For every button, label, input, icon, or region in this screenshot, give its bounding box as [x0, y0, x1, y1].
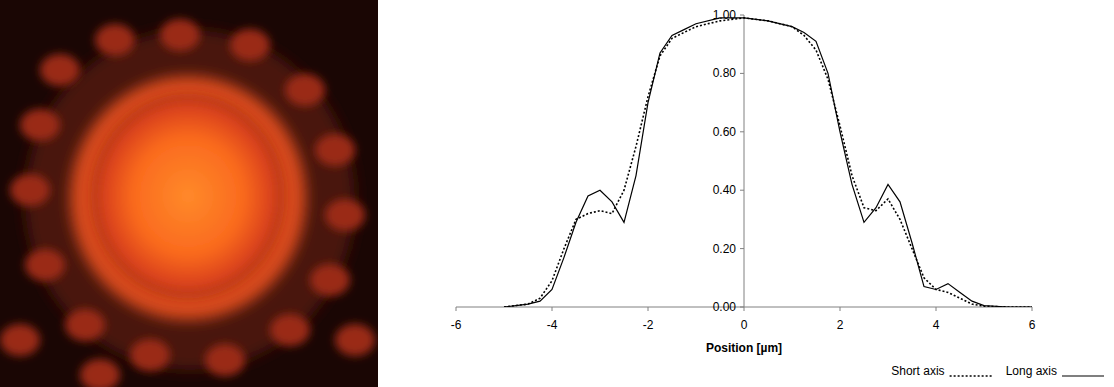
y-tick [740, 248, 744, 249]
lobe [205, 344, 245, 376]
lobe [65, 309, 105, 341]
y-tick [740, 131, 744, 132]
x-axis-title: Position [µm] [706, 341, 782, 355]
x-tick [648, 307, 649, 311]
x-tick-label: -6 [451, 318, 462, 332]
x-tick-label: 6 [1029, 318, 1036, 332]
figure: -6-4-202460.000.200.400.600.801.00Positi… [0, 0, 1114, 387]
lobe [0, 324, 40, 356]
spot-edge [70, 76, 306, 320]
lobe [230, 29, 270, 61]
legend: Short axis Long axis [891, 364, 1104, 378]
y-axis-line [744, 15, 745, 307]
x-tick [744, 307, 745, 311]
lobe [80, 359, 120, 387]
y-tick [740, 190, 744, 191]
x-tick-label: 2 [837, 318, 844, 332]
x-tick-label: 4 [933, 318, 940, 332]
lobe [25, 249, 65, 281]
x-tick [1032, 307, 1033, 311]
lobe [130, 339, 170, 371]
chart: -6-4-202460.000.200.400.600.801.00Positi… [451, 8, 1104, 378]
image-background [0, 0, 378, 387]
x-tick [840, 307, 841, 311]
lobe [285, 74, 325, 106]
legend-swatch [950, 375, 992, 377]
y-tick [740, 15, 744, 16]
x-axis-line [456, 307, 1032, 308]
lobe [270, 314, 310, 346]
halo [25, 30, 355, 370]
series-line [504, 18, 1032, 307]
x-tick-label: 0 [741, 318, 748, 332]
series-group [504, 18, 1032, 307]
lobe [95, 24, 135, 56]
side-lobes [0, 19, 375, 387]
y-tick [740, 307, 744, 308]
y-tick-label: 0.40 [713, 183, 737, 197]
lobe [160, 19, 200, 51]
lobe [335, 324, 375, 356]
y-tick [740, 73, 744, 74]
y-tick-label: 0.00 [713, 300, 737, 314]
x-tick [552, 307, 553, 311]
y-tick-label: 0.60 [713, 125, 737, 139]
spot-core [88, 90, 288, 302]
lobe [40, 54, 80, 86]
legend-swatch [1062, 375, 1104, 376]
lobe [20, 109, 60, 141]
beam-image [0, 0, 378, 387]
x-tick [456, 307, 457, 311]
lobe [325, 199, 365, 231]
legend-label: Long axis [1006, 364, 1057, 378]
x-tick-label: -2 [643, 318, 654, 332]
x-tick-label: -4 [547, 318, 558, 332]
lobe [10, 174, 50, 206]
legend-label: Short axis [891, 364, 944, 378]
series-line [504, 18, 1032, 307]
lobe [315, 134, 355, 166]
x-tick [936, 307, 937, 311]
y-tick-label: 0.80 [713, 66, 737, 80]
y-tick-label: 0.20 [713, 242, 737, 256]
lobe [310, 264, 350, 296]
